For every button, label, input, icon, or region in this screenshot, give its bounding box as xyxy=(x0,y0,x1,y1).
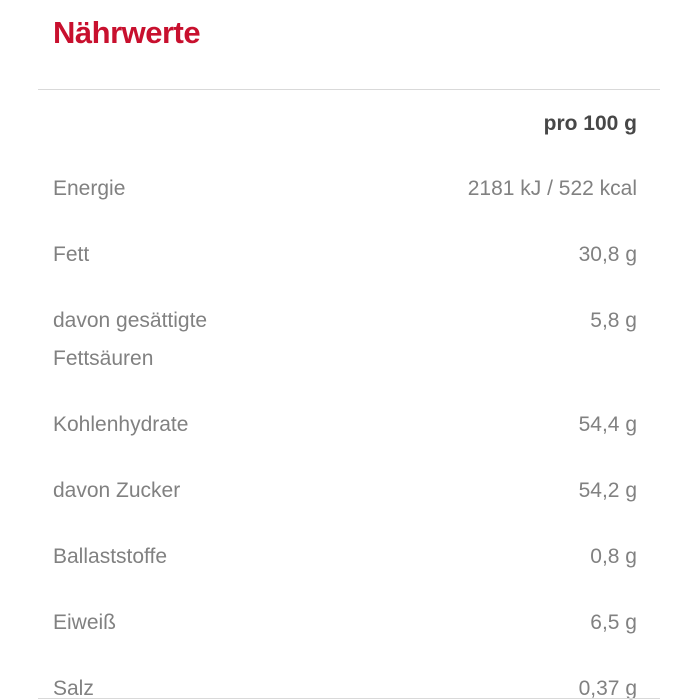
divider-top xyxy=(38,89,660,90)
nutrient-value: 5,8 g xyxy=(590,309,637,332)
table-row: Energie 2181 kJ / 522 kcal xyxy=(53,170,637,208)
nutrient-label: Kohlenhydrate xyxy=(53,413,189,436)
nutrient-label: Eiweiß xyxy=(53,611,117,634)
table-row: Kohlenhydrate 54,4 g xyxy=(53,406,637,444)
nutrient-label: Energie xyxy=(53,177,126,200)
table-row: Fett 30,8 g xyxy=(53,236,637,274)
nutrient-value: 30,8 g xyxy=(578,243,637,266)
nutrient-value: 54,4 g xyxy=(578,413,637,436)
nutrient-label: davon Zucker xyxy=(53,479,181,502)
table-row: Eiweiß 6,5 g xyxy=(53,604,637,642)
nutrient-value: 2181 kJ / 522 kcal xyxy=(467,177,637,200)
nutrient-label: Fett xyxy=(53,243,90,266)
nutrient-label: Salz xyxy=(53,677,94,700)
nutrient-value: 6,5 g xyxy=(590,611,637,634)
table-row: Ballaststoffe 0,8 g xyxy=(53,538,637,576)
nutrient-value: 0,8 g xyxy=(590,545,637,568)
table-row: davon gesättigte Fettsäuren 5,8 g xyxy=(53,302,637,378)
nutrient-label: Ballaststoffe xyxy=(53,545,168,568)
nutrient-label: davon gesättigte Fettsäuren xyxy=(53,309,208,370)
table-row: davon Zucker 54,2 g xyxy=(53,472,637,510)
nutrient-value: 0,37 g xyxy=(578,677,637,700)
table-row: Salz 0,37 g xyxy=(53,670,637,700)
column-header-per-100g: pro 100 g xyxy=(543,112,637,135)
divider-bottom xyxy=(38,698,660,699)
page-title: Nährwerte xyxy=(53,14,201,50)
nutrient-value: 54,2 g xyxy=(578,479,637,502)
